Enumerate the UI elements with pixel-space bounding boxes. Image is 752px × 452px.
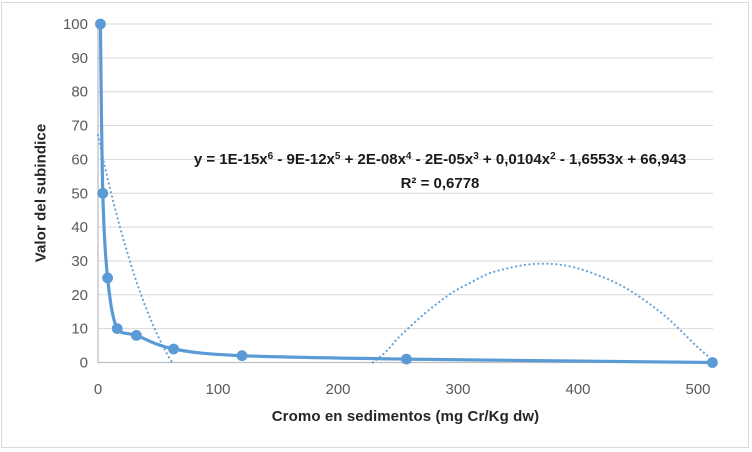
trendline-label: y = 1E-15x6 - 9E-12x5 + 2E-08x4 - 2E-05x… — [194, 149, 686, 195]
x-tick-label: 0 — [94, 381, 102, 398]
trendline-dotted-segment — [96, 133, 174, 364]
equation-exponent: 6 — [267, 151, 274, 162]
y-tick-label: 10 — [71, 321, 88, 338]
x-tick-label: 500 — [685, 381, 710, 398]
data-point-marker — [111, 323, 123, 334]
equation-exponent: 3 — [473, 151, 479, 162]
y-tick-label: 90 — [71, 50, 88, 67]
equation-text: - 1,6553x + 66,943 — [555, 151, 687, 168]
equation-text: - 9E-12x — [273, 151, 335, 168]
x-tick-label: 100 — [205, 381, 230, 398]
x-tick-label: 400 — [565, 381, 590, 398]
y-tick-label: 60 — [71, 151, 88, 168]
data-point-marker — [102, 272, 113, 284]
y-tick-label: 50 — [71, 185, 88, 202]
data-point-marker — [131, 330, 142, 341]
data-point-marker — [236, 350, 248, 362]
r-squared-label: R² = 0,6778 — [400, 175, 480, 192]
y-tick-label: 20 — [71, 287, 88, 304]
data-point-marker — [95, 18, 106, 30]
trendline-dotted-segment — [371, 262, 714, 364]
equation-text: + 0,0104x — [478, 151, 551, 168]
y-tick-label: 40 — [71, 219, 88, 236]
equation-exponent: 4 — [405, 151, 412, 162]
x-tick-label: 300 — [445, 381, 470, 398]
trendline-equation: y = 1E-15x6 - 9E-12x5 + 2E-08x4 - 2E-05x… — [194, 149, 686, 173]
data-point-marker — [707, 357, 718, 368]
equation-text: - 2E-05x — [411, 151, 474, 168]
y-tick-label: 30 — [71, 253, 88, 270]
data-point-marker — [168, 343, 180, 355]
y-tick-label: 70 — [71, 118, 88, 135]
x-axis-title: Cromo en sedimentos (mg Cr/Kg dw) — [271, 408, 540, 425]
y-tick-label: 100 — [63, 16, 88, 33]
equation-exponent: 2 — [550, 151, 556, 162]
equation-text: + 2E-08x — [340, 151, 406, 168]
equation-text: y = 1E-15x — [193, 151, 268, 168]
data-point-marker — [97, 187, 109, 199]
data-point-marker — [401, 353, 412, 365]
y-tick-label: 80 — [71, 84, 88, 101]
y-axis-title: Valor del subindice — [32, 123, 50, 263]
y-tick-label: 0 — [80, 355, 88, 372]
equation-exponent: 5 — [334, 151, 341, 162]
x-tick-label: 200 — [325, 381, 350, 398]
